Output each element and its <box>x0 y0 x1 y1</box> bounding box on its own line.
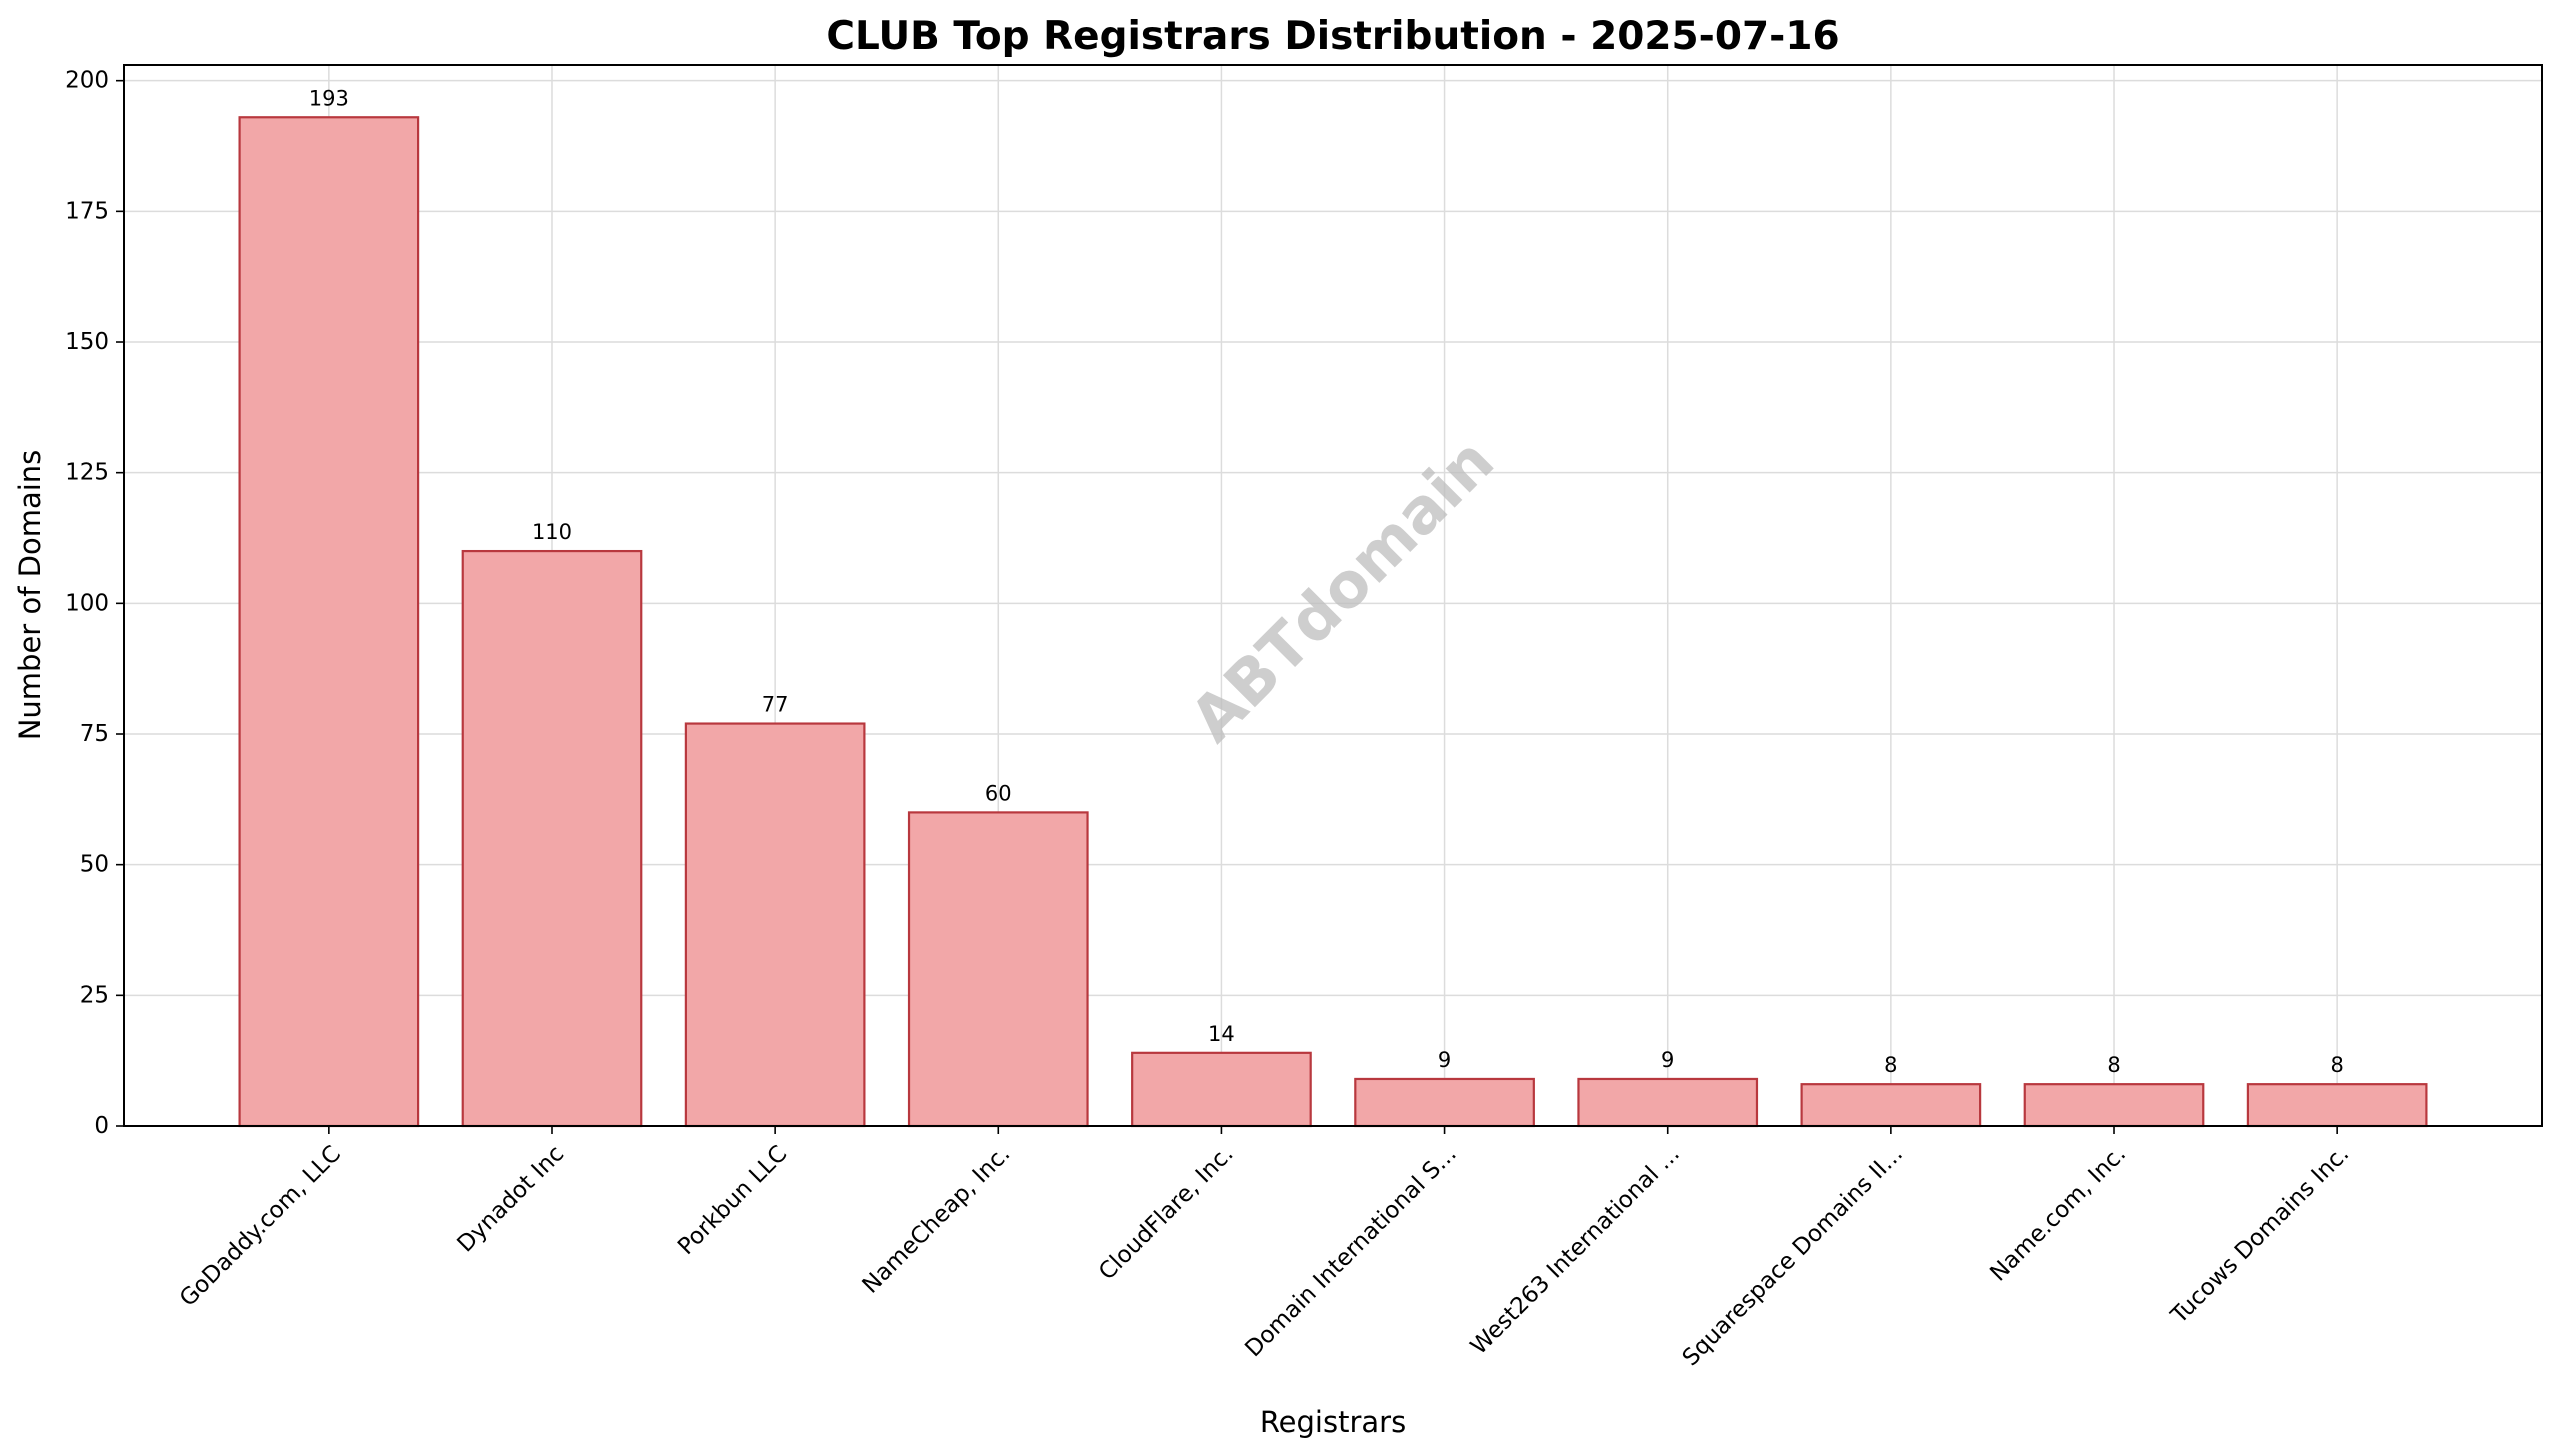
chart-title: CLUB Top Registrars Distribution - 2025-… <box>826 14 1839 59</box>
y-tick-label: 25 <box>80 982 109 1008</box>
y-tick-label: 125 <box>65 460 109 486</box>
bar-value-label: 8 <box>2107 1053 2120 1077</box>
bar <box>238 116 420 1128</box>
bar <box>1577 1077 1759 1128</box>
plot-frame <box>123 64 2543 1127</box>
watermark-text: ABTdomain <box>1176 424 1508 756</box>
x-tick-label: CloudFlare, Inc. <box>1094 1141 1239 1286</box>
bar-value-labels: 193 110 77 60 14 9 9 8 8 8 <box>309 86 2344 1077</box>
y-tick-label: 0 <box>94 1113 109 1139</box>
y-axis-label: Number of Domains <box>13 450 47 741</box>
y-tick-label: 150 <box>65 329 109 355</box>
x-axis-label: Registrars <box>1260 1405 1406 1439</box>
bar-value-label: 8 <box>2330 1053 2343 1077</box>
bar <box>1131 1051 1312 1128</box>
x-tick-label: West263 International ... <box>1466 1141 1685 1360</box>
bars <box>238 116 2428 1128</box>
bar-value-label: 77 <box>762 693 789 717</box>
bar <box>2246 1083 2428 1128</box>
bar-value-label: 8 <box>1884 1053 1897 1077</box>
bar-value-label: 110 <box>532 520 572 544</box>
x-tick-label: Squarespace Domains II... <box>1678 1141 1908 1371</box>
bar-value-label: 9 <box>1438 1048 1451 1072</box>
x-tick-label: Domain International S... <box>1240 1141 1461 1362</box>
y-axis-ticks: 0 25 50 75 100 125 150 175 200 <box>65 68 124 1139</box>
y-tick-label: 75 <box>80 721 109 747</box>
y-tick-label: 200 <box>65 68 109 94</box>
x-tick-label: Tucows Domains Inc. <box>2166 1141 2355 1330</box>
bar <box>1800 1083 1982 1128</box>
bar-value-label: 14 <box>1208 1022 1235 1046</box>
bar <box>461 549 643 1128</box>
x-tick-label: Name.com, Inc. <box>1985 1141 2131 1287</box>
bar-value-label: 9 <box>1661 1048 1674 1072</box>
y-tick-label: 100 <box>65 590 109 616</box>
x-tick-label: GoDaddy.com, LLC <box>175 1141 346 1312</box>
y-tick-label: 50 <box>80 852 109 878</box>
bar <box>2023 1083 2205 1128</box>
grid-lines <box>124 65 2542 1127</box>
x-tick-label: NameCheap, Inc. <box>858 1141 1016 1299</box>
x-tick-label: Porkbun LLC <box>673 1141 792 1260</box>
bar <box>907 811 1089 1128</box>
bar <box>1354 1077 1535 1128</box>
bar-value-label: 60 <box>985 781 1012 805</box>
bar <box>684 722 866 1128</box>
x-axis-ticks: GoDaddy.com, LLC Dynadot Inc Porkbun LLC Na… <box>175 1126 2354 1371</box>
bar-value-label: 193 <box>309 86 349 110</box>
y-tick-label: 175 <box>65 198 109 224</box>
x-tick-label: Dynadot Inc <box>453 1141 570 1258</box>
